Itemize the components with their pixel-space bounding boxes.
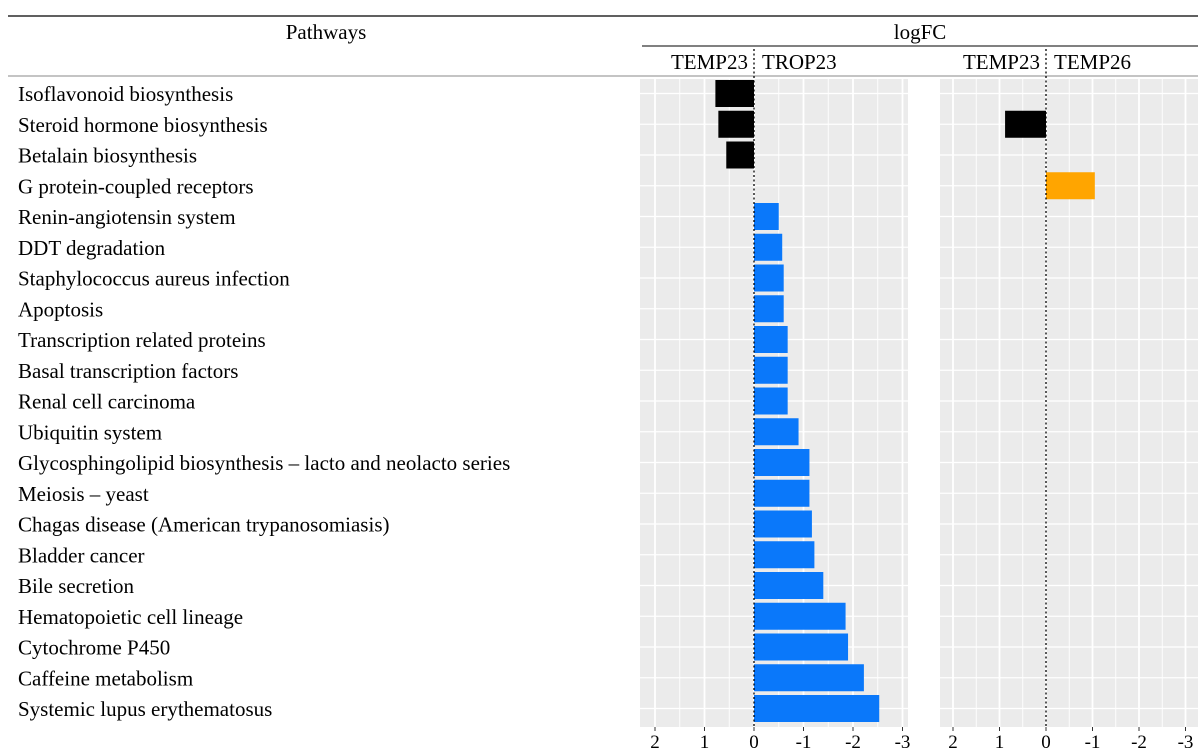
- panel-1: TEMP23 TROP23 2 1 0 -1 -2 -3: [640, 49, 910, 751]
- tick-label: 0: [749, 732, 759, 751]
- group-label-right: TEMP26: [1054, 50, 1131, 74]
- bar: [754, 541, 815, 569]
- pathway-label: Bile secretion: [18, 574, 135, 598]
- bar: [754, 572, 824, 599]
- pathway-label: Transcription related proteins: [18, 328, 266, 352]
- pathway-labels: Isoflavonoid biosynthesis Steroid hormone…: [18, 82, 510, 721]
- logfc-header: logFC: [894, 20, 947, 44]
- bar: [754, 510, 812, 538]
- pathway-label: Renin-angiotensin system: [18, 205, 236, 229]
- tick-label: -1: [796, 732, 812, 751]
- bar: [754, 418, 799, 446]
- bar: [754, 203, 779, 230]
- pathways-header: Pathways: [286, 20, 367, 44]
- pathway-label: Staphylococcus aureus infection: [18, 267, 290, 291]
- pathway-label: G protein-coupled receptors: [18, 174, 254, 198]
- pathway-label: Hematopoietic cell lineage: [18, 605, 243, 629]
- bar: [754, 602, 846, 630]
- tick-label: -2: [1131, 732, 1147, 751]
- pathway-label: Bladder cancer: [18, 543, 145, 567]
- tick-label: -3: [895, 732, 911, 751]
- tick-label: 0: [1041, 732, 1051, 751]
- tick-label: 1: [700, 732, 710, 751]
- pathway-label: Meiosis – yeast: [18, 482, 149, 506]
- bar: [718, 110, 754, 138]
- pathway-label: Systemic lupus erythematosus: [18, 697, 272, 721]
- tick-label: -2: [845, 732, 861, 751]
- panel-2: TEMP23 TEMP26 2 1 0 -1 -2 -3: [940, 49, 1198, 751]
- pathway-label: Steroid hormone biosynthesis: [18, 113, 268, 137]
- tick-label: 2: [650, 732, 660, 751]
- group-label-left: TEMP23: [963, 50, 1040, 74]
- pathway-label: Isoflavonoid biosynthesis: [18, 82, 233, 106]
- bar: [754, 479, 810, 507]
- tick-label: 1: [995, 732, 1005, 751]
- pathway-label: Renal cell carcinoma: [18, 390, 196, 414]
- bar: [726, 141, 754, 169]
- bar: [754, 695, 880, 722]
- bar: [754, 387, 788, 415]
- tick-label: -3: [1178, 732, 1194, 751]
- pathway-label: Betalain biosynthesis: [18, 144, 197, 168]
- panels: TEMP23 TROP23 2 1 0 -1 -2 -3 TEMP23 TEMP26 2 1 0 -1 -2…: [640, 49, 1198, 751]
- bar: [754, 233, 783, 261]
- pathway-label: Caffeine metabolism: [18, 666, 193, 690]
- bar: [754, 326, 788, 353]
- bar: [754, 633, 849, 661]
- tick-label: 2: [948, 732, 958, 751]
- pathway-label: Glycosphingolipid biosynthesis – lacto a…: [18, 451, 510, 475]
- bar: [754, 295, 784, 323]
- pathway-label: Ubiquitin system: [18, 420, 162, 444]
- bar: [715, 80, 754, 107]
- pathway-label: Chagas disease (American trypanosomiasis…: [18, 513, 389, 537]
- bar: [1046, 172, 1095, 200]
- bar: [754, 264, 784, 292]
- group-label-right: TROP23: [762, 50, 837, 74]
- tick-label: -1: [1085, 732, 1101, 751]
- bar: [1005, 110, 1046, 138]
- bar: [754, 664, 864, 692]
- bar: [754, 356, 788, 384]
- pathway-label: DDT degradation: [18, 236, 166, 260]
- bar: [754, 449, 810, 476]
- group-label-left: TEMP23: [671, 50, 748, 74]
- pathway-label: Basal transcription factors: [18, 359, 238, 383]
- pathway-label: Apoptosis: [18, 297, 103, 321]
- pathway-label: Cytochrome P450: [18, 636, 170, 660]
